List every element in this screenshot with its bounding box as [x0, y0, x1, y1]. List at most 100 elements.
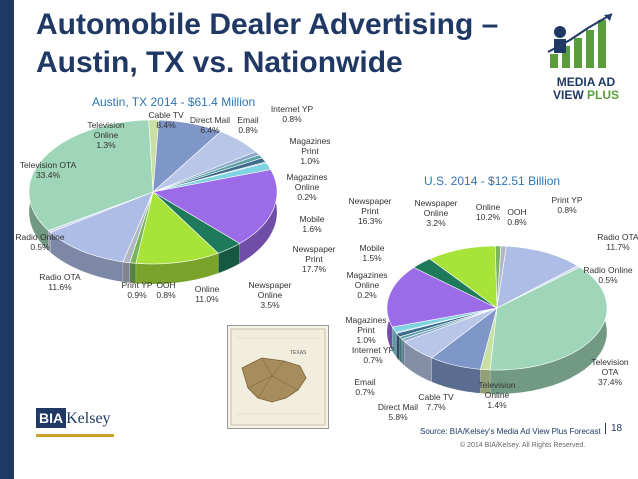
label-line: 5.8%	[388, 412, 408, 422]
label-magazines-print: Magazines Print 1.0%	[336, 315, 396, 345]
label-line: Newspaper	[414, 198, 458, 208]
label-line: 0.2%	[297, 192, 317, 202]
slice-newspaper-print	[152, 169, 278, 244]
label-line: Online	[423, 208, 449, 218]
left-accent-bar	[0, 0, 14, 479]
us-chart-title: U.S. 2014 - $12.51 Billion	[424, 174, 561, 188]
label-line: 0.2%	[357, 290, 377, 300]
label-line: Online	[257, 290, 283, 300]
slice-radio-ota	[49, 191, 154, 263]
growth-chart-icon	[547, 13, 613, 68]
austin-area-map: TEXAS	[227, 325, 329, 429]
label-line: Internet YP	[351, 345, 395, 355]
label-line: Print	[357, 325, 375, 335]
label-internet-yp: Internet YP 0.7%	[343, 345, 403, 365]
label-line: 8.4%	[156, 120, 176, 130]
label-line: 11.6%	[48, 282, 72, 292]
label-line: Mobile	[359, 243, 385, 253]
label-line: Radio Online	[15, 232, 65, 242]
label-line: 7.7%	[426, 402, 446, 412]
slice-television-ota	[489, 266, 608, 371]
bia-kelsey-logo: BIA Kelsey	[36, 408, 114, 437]
label-line: 0.5%	[598, 275, 618, 285]
label-line: OOH	[507, 207, 527, 217]
label-line: Newspaper	[248, 280, 292, 290]
label-line: Print	[301, 146, 319, 156]
label-line: 1.0%	[356, 335, 376, 345]
label-line: Radio OTA	[39, 272, 81, 282]
label-line: 0.7%	[355, 387, 375, 397]
label-line: 1.0%	[300, 156, 320, 166]
label-line: Online	[294, 182, 320, 192]
label-newspaper-print: Newspaper Print 16.3%	[340, 196, 400, 226]
label-line: Radio Online	[583, 265, 633, 275]
label-mobile: Mobile 1.6%	[282, 214, 342, 234]
label-internet-yp: Internet YP 0.8%	[262, 104, 322, 124]
label-line: Online	[194, 284, 220, 294]
label-line: Cable TV	[148, 110, 184, 120]
label-line: Newspaper	[292, 244, 336, 254]
label-line: OTA	[601, 367, 619, 377]
label-line: 10.2%	[475, 212, 501, 222]
label-line: 17.7%	[301, 264, 327, 274]
map-state-label: TEXAS	[290, 350, 307, 356]
media-ad-view-plus-logo	[540, 8, 632, 104]
logo-line-2-plus: PLUS	[587, 88, 620, 102]
slice-television-ota	[28, 119, 154, 231]
label-line: Magazines	[346, 270, 388, 280]
label-line: Radio OTA	[597, 232, 638, 242]
label-line: Email	[237, 115, 259, 125]
label-ooh: OOH 0.8%	[136, 280, 196, 300]
label-line: 0.8%	[156, 290, 176, 300]
label-line: Online	[484, 390, 510, 400]
label-television-ota: Television OTA 33.4%	[18, 160, 78, 180]
label-line: Email	[354, 377, 376, 387]
label-line: 37.4%	[597, 377, 623, 387]
label-magazines-online: Magazines Online 0.2%	[337, 270, 397, 300]
label-line: 1.6%	[302, 224, 322, 234]
label-television-online: Television Online 1.3%	[76, 120, 136, 150]
label-line: 0.8%	[507, 217, 527, 227]
label-line: Print	[361, 206, 379, 216]
label-line: Online	[93, 130, 119, 140]
label-cable-tv: Cable TV 7.7%	[406, 392, 466, 412]
label-mobile: Mobile 1.5%	[342, 243, 402, 263]
slide-title: Automobile Dealer Advertising – Austin, …	[36, 6, 536, 82]
copyright-note: © 2014 BIA/Kelsey. All Rights Reserved.	[460, 442, 586, 449]
label-line: Internet YP	[270, 104, 314, 114]
label-ooh: OOH 0.8%	[487, 207, 547, 227]
label-line: 0.8%	[238, 125, 258, 135]
us-pie-chart	[386, 245, 608, 395]
logo-wordmark: MEDIA AD VIEW PLUS	[540, 76, 632, 102]
label-line: Mobile	[299, 214, 325, 224]
label-print-yp: Print YP 0.8%	[537, 195, 597, 215]
label-email: Email 0.8%	[218, 115, 278, 135]
label-radio-ota: Radio OTA 11.7%	[588, 232, 638, 252]
label-line: Television	[87, 120, 125, 130]
label-magazines-online: Magazines Online 0.2%	[277, 172, 337, 202]
label-radio-online: Radio Online 0.5%	[10, 232, 70, 252]
label-radio-online: Radio Online 0.5%	[578, 265, 638, 285]
source-note: Source: BIA/Kelsey's Media Ad View Plus …	[420, 427, 601, 436]
logo-line-2-view: VIEW	[552, 88, 587, 102]
label-line: 33.4%	[35, 170, 61, 180]
label-line: Television OTA	[19, 160, 77, 170]
label-line: 11.7%	[606, 242, 630, 252]
label-line: Newspaper	[348, 196, 392, 206]
slice-online	[429, 245, 498, 309]
label-line: Magazines	[286, 172, 328, 182]
title-line-2: Austin, TX vs. Nationwide	[36, 46, 403, 79]
label-email: Email 0.7%	[335, 377, 395, 397]
austin-pie-chart	[28, 119, 278, 285]
slice-newspaper-print	[386, 267, 498, 328]
slice-ooh	[494, 245, 502, 309]
label-line: 0.8%	[282, 114, 302, 124]
label-line: 0.7%	[363, 355, 383, 365]
slice-online	[135, 191, 219, 265]
label-cable-tv: Cable TV 8.4%	[136, 110, 196, 130]
label-online: Online 10.2%	[458, 202, 518, 222]
label-line: Online	[475, 202, 501, 212]
label-line: Direct Mail	[189, 115, 231, 125]
label-line: Cable TV	[418, 392, 454, 402]
label-line: 6.4%	[200, 125, 220, 135]
